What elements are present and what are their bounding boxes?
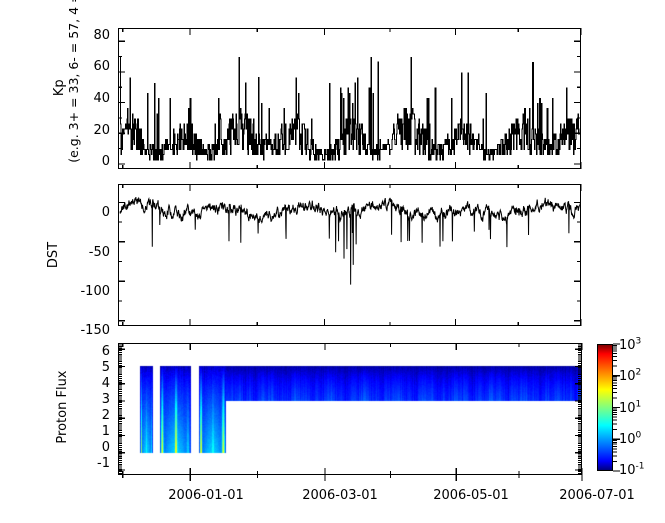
dst-ytick-minus100: -100: [80, 284, 110, 299]
kp-ytick-0: 0: [101, 154, 110, 169]
colorbar-gradient: [597, 344, 613, 471]
colorbar-tick-1e1-exponent: 1: [635, 399, 642, 410]
xtick-label-2: 2006-05-01: [433, 488, 509, 503]
colorbar-tick-1e2-mantissa: 10: [619, 369, 636, 384]
colorbar-tick-1e-1: 10-1: [619, 461, 645, 478]
colorbar-tick-1e2: 102: [619, 367, 642, 384]
panel-dst: [118, 184, 581, 326]
proton-ytick-4: 4: [101, 376, 110, 391]
kp-series: [120, 57, 580, 161]
xtick-label-0: 2006-01-01: [168, 488, 244, 503]
panel-kp: [118, 28, 581, 169]
proton-ytick-0: 0: [101, 440, 110, 455]
colorbar-tick-1e-1-exponent: -1: [635, 461, 645, 472]
colorbar-tick-1e3-exponent: 3: [635, 336, 642, 347]
kp-axis-label-line1: Kp: [52, 79, 68, 97]
dst-ytick-minus50: -50: [88, 245, 110, 260]
colorbar-tick-1e-1-mantissa: 10: [619, 463, 636, 478]
colorbar-tick-1e0-exponent: 0: [635, 430, 642, 441]
colorbar-tick-1e1: 101: [619, 399, 642, 416]
proton-axis-label: Proton Flux: [54, 370, 70, 444]
proton-ytick-5: 5: [101, 360, 110, 375]
proton-ytick-minus1: -1: [97, 456, 110, 471]
colorbar-tick-1e3-mantissa: 10: [619, 338, 636, 353]
colorbar-tick-1e0-mantissa: 10: [619, 432, 636, 447]
kp-ytick-80: 80: [93, 28, 110, 43]
xtick-label-1: 2006-03-01: [302, 488, 378, 503]
kp-ytick-40: 40: [93, 91, 110, 106]
dst-ytick-minus150: -150: [80, 323, 110, 338]
colorbar-tick-1e1-mantissa: 10: [619, 401, 636, 416]
proton-ytick-2: 2: [101, 408, 110, 423]
panel-proton-flux: [118, 343, 582, 475]
proton-ytick-6: 6: [101, 344, 110, 359]
colorbar-tick-1e2-exponent: 2: [635, 367, 642, 378]
proton-flux-spectrogram: [119, 344, 581, 474]
proton-ytick-3: 3: [101, 392, 110, 407]
kp-ytick-20: 20: [93, 123, 110, 138]
colorbar-tick-1e0: 100: [619, 430, 642, 447]
proton-ytick-1: 1: [101, 424, 110, 439]
kp-ytick-60: 60: [93, 59, 110, 74]
xtick-label-3: 2006-07-01: [559, 488, 635, 503]
dst-series: [119, 196, 580, 285]
dst-ytick-0: 0: [101, 205, 110, 220]
colorbar-tick-1e3: 103: [619, 336, 642, 353]
